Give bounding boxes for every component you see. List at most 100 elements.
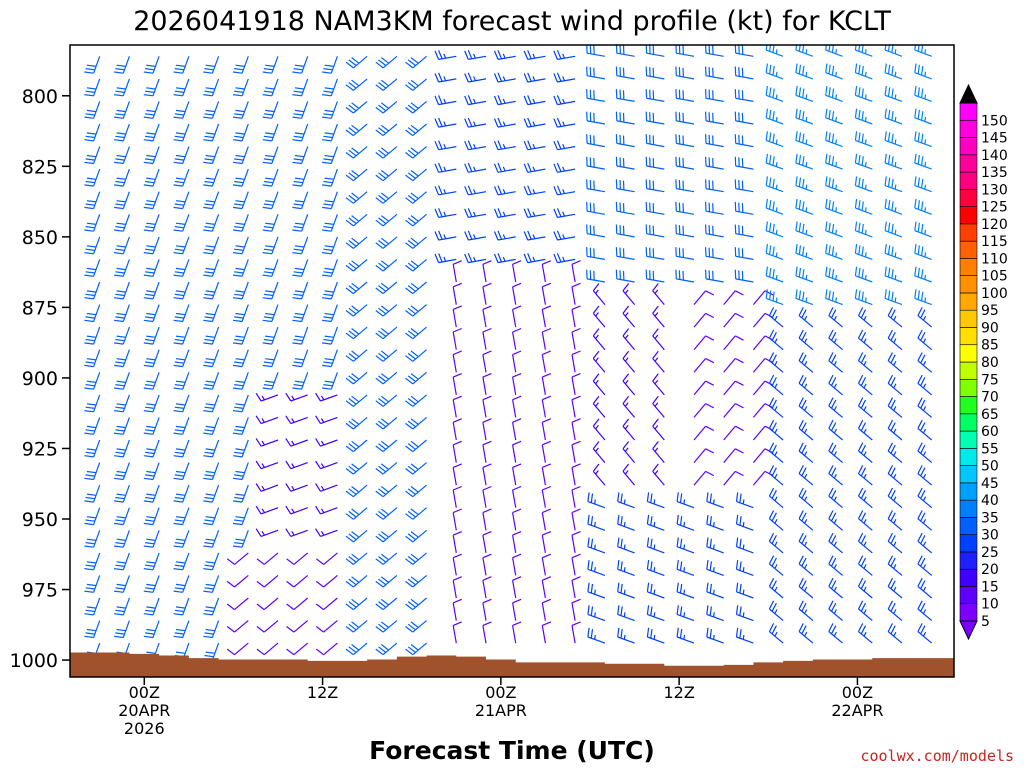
wind-barb (345, 529, 368, 543)
wind-barb (592, 350, 606, 373)
wind-barb (405, 349, 427, 362)
wind-barb (592, 441, 606, 463)
wind-barb (798, 397, 814, 418)
wind-barb (586, 156, 606, 170)
wind-barb (315, 642, 338, 656)
wind-barb (541, 418, 552, 441)
wind-barb (617, 605, 635, 622)
wind-barb (652, 441, 665, 463)
wind-barb (646, 537, 665, 554)
wind-barb (203, 78, 220, 97)
wind-barb (571, 440, 581, 463)
wind-barb (828, 600, 843, 622)
wind-barb (405, 484, 427, 498)
wind-barb (203, 191, 220, 210)
wind-barb (452, 531, 462, 554)
wind-barb (114, 597, 130, 616)
wind-barb (917, 487, 933, 509)
wind-barb (914, 86, 932, 102)
wind-barb (292, 304, 309, 323)
wind-barb (541, 531, 552, 554)
wind-barb (828, 465, 843, 486)
wind-barb (645, 45, 665, 57)
wind-barb (262, 214, 279, 232)
wind-barb (795, 86, 814, 102)
wind-barb (464, 230, 487, 241)
wind-barb (322, 56, 338, 74)
y-tick-label: 925 (22, 438, 58, 460)
wind-barb (405, 529, 427, 543)
wind-barb (434, 185, 457, 196)
wind-barb (571, 373, 581, 396)
wind-barb (825, 131, 843, 148)
wind-barb (84, 236, 101, 255)
colorbar-label: 75 (981, 372, 999, 388)
wind-barb (173, 191, 190, 210)
wind-barb (322, 372, 338, 390)
wind-barb (795, 289, 814, 306)
wind-barb (884, 131, 903, 148)
wind-barb (706, 560, 724, 576)
wind-barb (315, 392, 338, 402)
colorbar-swatch (959, 344, 978, 363)
wind-barb (434, 117, 457, 128)
wind-barb (617, 627, 635, 644)
wind-barb (405, 213, 427, 227)
wind-barb (645, 89, 665, 102)
wind-barb (173, 417, 190, 435)
wind-barb (675, 247, 695, 260)
wind-barb (735, 605, 754, 622)
wind-barb (375, 78, 398, 91)
wind-barb (434, 50, 457, 60)
wind-barb (232, 394, 249, 413)
wind-barb (84, 575, 101, 593)
wind-barb (825, 221, 843, 238)
wind-barb (857, 532, 873, 554)
colorbar-swatch (959, 499, 978, 518)
wind-barb (173, 236, 190, 255)
wind-barb (693, 357, 715, 373)
wind-barb (622, 283, 636, 305)
wind-barb (705, 224, 724, 238)
wind-barb (84, 462, 101, 481)
wind-barb (735, 514, 754, 531)
colorbar-swatch (959, 448, 978, 466)
surface-terrain (70, 652, 954, 677)
colorbar-label: 80 (981, 355, 999, 371)
wind-barb (286, 574, 309, 588)
wind-barb (795, 153, 814, 170)
wind-barb (256, 597, 279, 611)
colorbar-label: 60 (981, 424, 999, 440)
wind-barb (143, 372, 160, 390)
wind-barb (523, 208, 546, 218)
wind-barb (646, 514, 665, 531)
wind-barb (345, 146, 368, 159)
wind-barb (617, 492, 635, 509)
wind-barb (765, 153, 784, 170)
wind-barb (114, 78, 130, 97)
wind-barb (114, 281, 130, 300)
wind-barb (587, 605, 606, 622)
wind-barb (854, 176, 873, 193)
wind-barb (345, 213, 368, 227)
wind-barb (571, 553, 581, 576)
wind-barb (646, 605, 665, 622)
wind-barb (203, 101, 220, 119)
wind-barb (917, 329, 933, 351)
wind-barb (345, 439, 368, 453)
wind-barb (345, 258, 368, 272)
wind-barb (828, 329, 843, 351)
wind-barb (434, 72, 457, 83)
wind-barb (84, 259, 101, 277)
wind-barb (203, 349, 220, 368)
wind-barb (828, 397, 843, 418)
wind-barb (322, 123, 338, 142)
wind-barb (84, 372, 101, 390)
wind-barb (734, 201, 754, 215)
colorbar-swatch (959, 568, 978, 587)
wind-barb (143, 326, 160, 345)
wind-barb (232, 78, 249, 97)
wind-barb (734, 89, 754, 102)
wind-barb (84, 439, 101, 458)
wind-barb (452, 576, 462, 599)
